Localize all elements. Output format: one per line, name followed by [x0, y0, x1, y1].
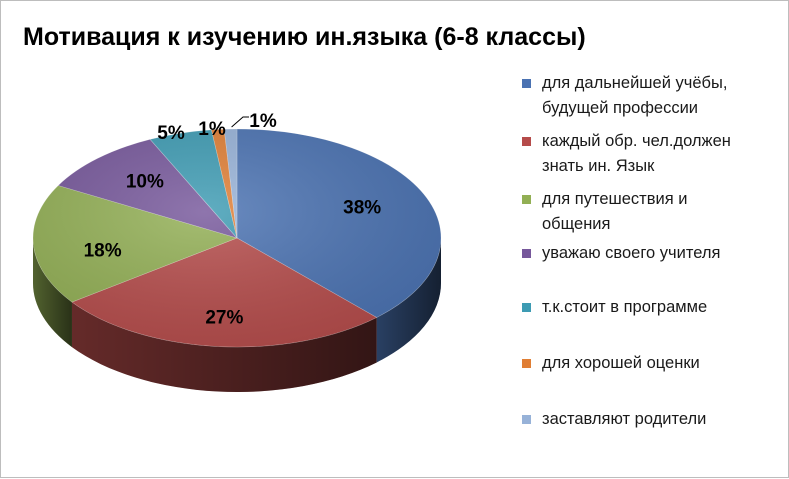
- slice-label-1: 27%: [205, 308, 243, 329]
- pie-leaders: [231, 116, 249, 128]
- legend-swatch: [522, 137, 531, 146]
- legend-swatch: [522, 359, 531, 368]
- slice-label-6: 1%: [249, 111, 277, 132]
- pie-top-sheen: [33, 129, 441, 347]
- pie-tops: [32, 128, 442, 348]
- pie-side-shade-0: [376, 238, 441, 363]
- legend-label: будущей профессии: [542, 99, 699, 117]
- slice-label-3: 10%: [126, 172, 164, 193]
- legend-swatch: [522, 303, 531, 312]
- legend-item: уважаю своего учителя: [522, 241, 784, 266]
- legend-label: для хорошей оценки: [542, 354, 700, 372]
- legend-label: т.к.стоит в программе: [542, 298, 708, 316]
- legend-item: для дальнейшей учёбы, будущей профессии: [522, 71, 784, 121]
- slice-label-2: 18%: [84, 241, 122, 262]
- pie-side-shade-2: [33, 238, 72, 348]
- chart-title: Мотивация к изучению ин.языка (6-8 класс…: [23, 23, 586, 51]
- legend-item: для хорошей оценки: [522, 351, 784, 376]
- legend-label: для путешествия и: [542, 190, 688, 208]
- legend-item: для путешествия и общения: [522, 187, 784, 237]
- pie-labels: 38% 27% 18% 10% 5% 1% 1%: [84, 111, 382, 329]
- legend-label: заставляют родители: [542, 410, 707, 428]
- legend-label: каждый обр. чел.должен: [542, 132, 731, 150]
- pie-side-shade-1: [71, 302, 377, 393]
- slice-label-4: 5%: [157, 123, 185, 144]
- slice-label-5: 1%: [198, 119, 226, 140]
- leader-line-6: [231, 116, 249, 128]
- legend-item: заставляют родители: [522, 407, 784, 432]
- pie-sides: [33, 238, 441, 393]
- legend-item: каждый обр. чел.должен знать ин. Язык: [522, 129, 784, 179]
- legend-swatch: [522, 195, 531, 204]
- legend-swatch: [522, 79, 531, 88]
- legend-label: знать ин. Язык: [542, 157, 655, 175]
- legend-label: для дальнейшей учёбы,: [542, 74, 728, 92]
- legend-swatch: [522, 249, 531, 258]
- legend-item: т.к.стоит в программе: [522, 295, 784, 320]
- slice-label-0: 38%: [343, 198, 381, 219]
- legend-swatch: [522, 415, 531, 424]
- legend-label: общения: [542, 215, 611, 233]
- legend-label: уважаю своего учителя: [542, 244, 721, 262]
